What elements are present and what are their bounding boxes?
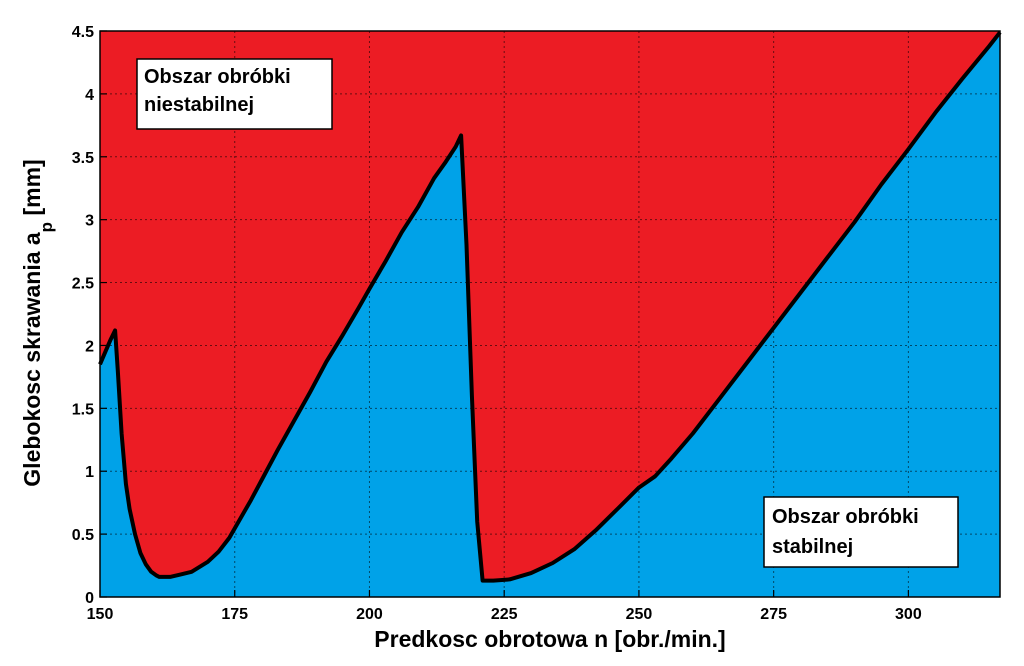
x-axis-ticks: 150 175 200 225 250 275 300 — [87, 590, 922, 623]
y-tick-label: 3.5 — [72, 150, 94, 167]
x-axis-title: Predkosc obrotowa n [obr./min.] — [374, 626, 725, 652]
x-tick-label: 175 — [221, 606, 248, 623]
y-tick-label: 1.5 — [72, 401, 94, 418]
x-tick-label: 250 — [626, 606, 653, 623]
x-tick-label: 150 — [87, 606, 114, 623]
y-tick-label: 1 — [85, 464, 94, 481]
x-tick-label: 300 — [895, 606, 922, 623]
plot-frame — [99, 30, 1001, 598]
annotation-stable-line1: Obszar obróbki — [772, 506, 919, 528]
y-tick-label: 0 — [85, 590, 94, 607]
y-tick-label: 2 — [85, 338, 94, 355]
x-tick-label: 275 — [760, 606, 787, 623]
stability-boundary-line — [98, 31, 1002, 583]
y-axis-title-subscript: p — [37, 222, 56, 232]
y-axis-title: Glebokosc skrawania ap [mm] — [19, 159, 56, 486]
y-tick-label: 4.5 — [72, 24, 94, 41]
annotation-stable-box — [763, 496, 959, 568]
y-tick-label: 0.5 — [72, 527, 94, 544]
x-tick-label: 225 — [491, 606, 518, 623]
annotation-unstable-line1: Obszar obróbki — [144, 66, 291, 88]
annotation-stable: Obszar obróbki stabilnej — [763, 496, 959, 568]
y-axis-title-main: Glebokosc skrawania a — [19, 232, 45, 487]
annotation-stable-line2: stabilnej — [772, 536, 853, 558]
y-tick-label: 3 — [85, 213, 94, 230]
x-tick-label: 200 — [356, 606, 383, 623]
y-tick-label: 2.5 — [72, 276, 94, 293]
unstable-region — [100, 31, 1000, 581]
y-tick-label: 4 — [85, 87, 94, 104]
y-axis-ticks: 0 0.5 1 1.5 2 2.5 3 3.5 4 4.5 — [72, 24, 107, 607]
stable-region — [100, 32, 1000, 598]
annotation-unstable: Obszar obróbki niestabilnej — [136, 58, 333, 130]
annotation-unstable-line2: niestabilnej — [144, 94, 254, 116]
annotation-unstable-box — [136, 58, 333, 130]
y-axis-title-unit: [mm] — [19, 159, 45, 222]
